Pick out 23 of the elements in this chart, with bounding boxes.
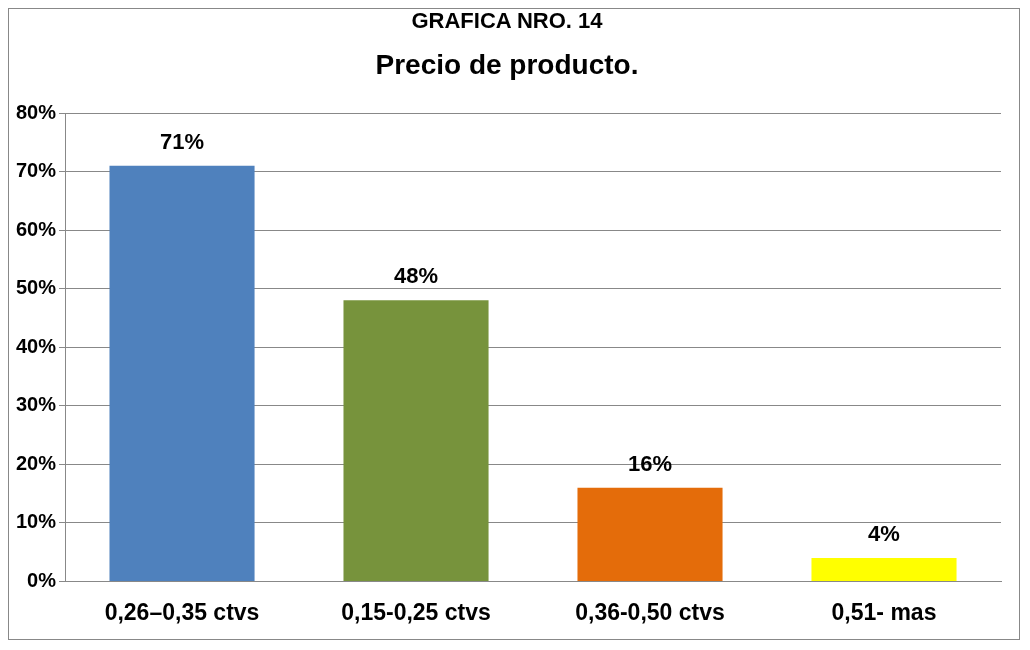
chart-subtitle: Precio de producto.: [375, 48, 639, 80]
y-tick-label: 20%: [16, 451, 57, 474]
y-tick-label: 60%: [16, 217, 57, 240]
y-tick-label: 80%: [16, 100, 57, 123]
bar: [577, 487, 723, 581]
data-label: 48%: [393, 263, 439, 289]
x-tick-label: 0,36-0,50 ctvs: [575, 598, 725, 625]
x-tick-label: 0,51- mas: [831, 598, 937, 625]
bar: [109, 165, 255, 581]
data-label: 16%: [627, 450, 673, 476]
y-tick-label: 10%: [16, 510, 57, 533]
y-tick-label: 50%: [16, 276, 57, 299]
chart-title: GRAFICA NRO. 14: [411, 8, 604, 34]
y-tick-label: 0%: [27, 568, 57, 591]
x-tick-label: 0,26–0,35 ctvs: [104, 598, 260, 625]
x-tick-label: 0,15-0,25 ctvs: [341, 598, 491, 625]
bar: [811, 557, 957, 581]
y-tick-label: 70%: [16, 159, 57, 182]
data-label: 71%: [160, 128, 205, 154]
bar: [343, 300, 489, 581]
y-tick-label: 40%: [16, 334, 57, 357]
y-tick-label: 30%: [16, 393, 57, 416]
data-label: 4%: [868, 521, 900, 547]
